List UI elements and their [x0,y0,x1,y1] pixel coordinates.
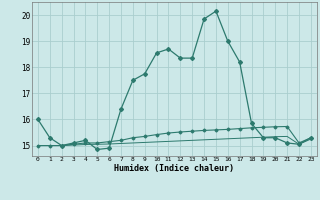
X-axis label: Humidex (Indice chaleur): Humidex (Indice chaleur) [115,164,234,173]
